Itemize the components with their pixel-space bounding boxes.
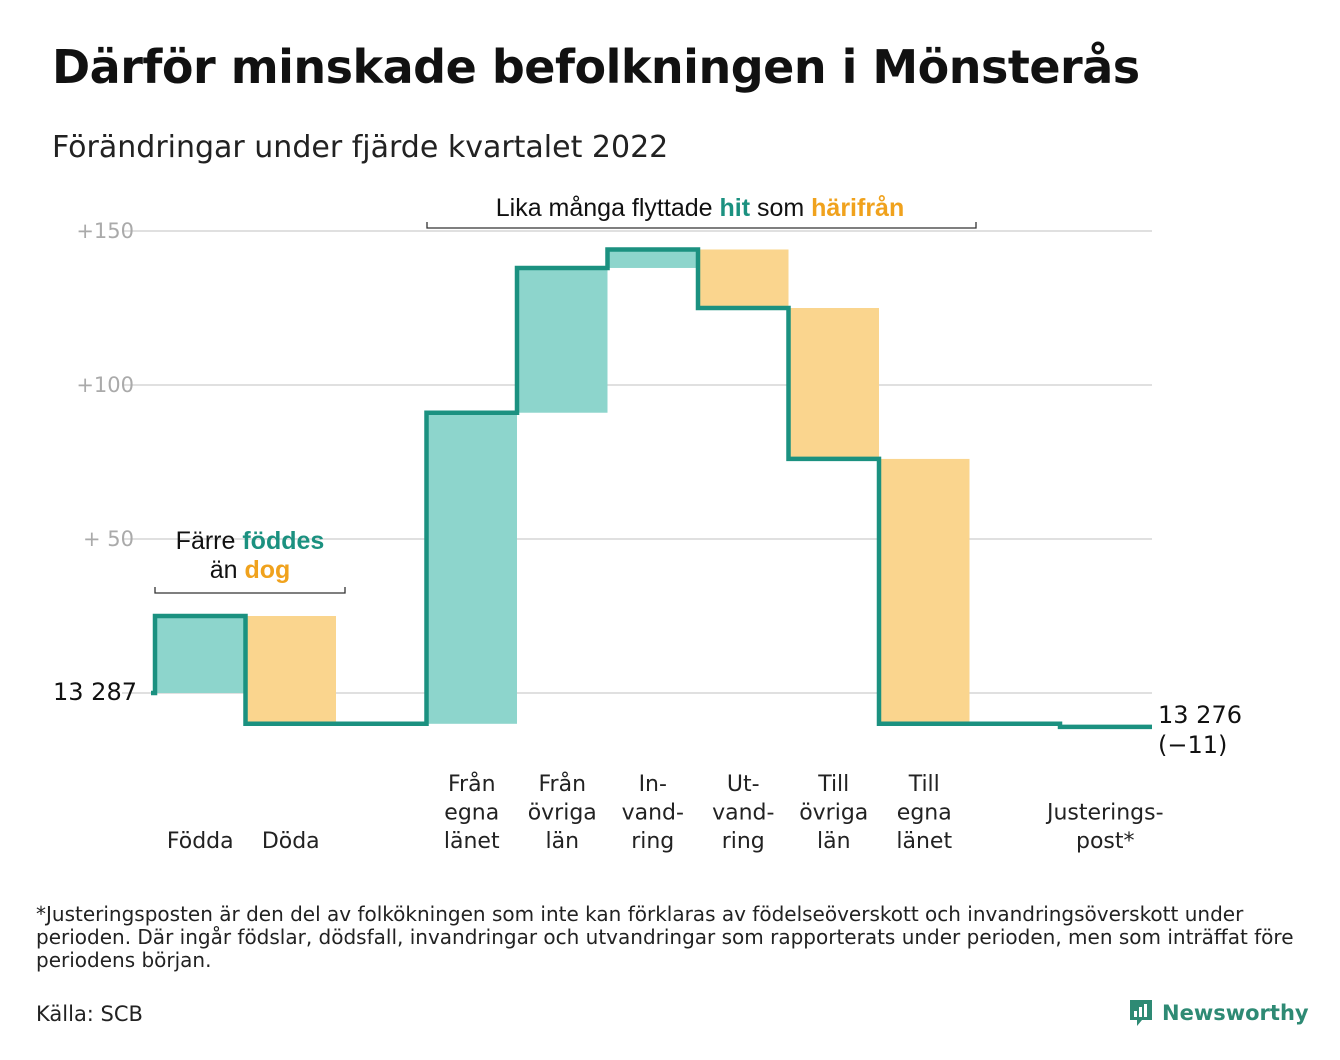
moves-bracket: [426, 222, 977, 229]
svg-text:än dog: än dog: [210, 556, 291, 584]
category-label: Till: [817, 772, 849, 797]
births-annotation: Färre föddes än dog: [154, 527, 346, 594]
moves-annotation: Lika många flyttade hit som härifrån: [426, 194, 977, 229]
line-layer: [151, 247, 1152, 730]
bar-4: [517, 267, 608, 413]
births-bracket: [154, 587, 346, 594]
births-line2-highlight: dog: [244, 556, 290, 584]
bar-5: [607, 249, 698, 268]
category-label: länet: [444, 829, 500, 854]
bar-1: [245, 616, 336, 724]
moves-highlight-hit: hit: [719, 194, 750, 222]
category-label: ring: [631, 829, 674, 854]
newsworthy-icon: [1130, 1000, 1152, 1026]
chart-subtitle: Förändringar under fjärde kvartalet 2022: [52, 130, 669, 165]
category-label: egna: [897, 801, 952, 826]
category-label: vand-: [712, 801, 774, 826]
category-label: vand-: [622, 801, 684, 826]
births-line2-prefix: än: [210, 556, 245, 584]
category-label: post*: [1076, 829, 1135, 854]
footnote: *Justeringsposten är den del av folkökni…: [36, 902, 1294, 972]
svg-text:Lika många flyttade hit som hä: Lika många flyttade hit som härifrån: [496, 194, 905, 222]
newsworthy-logo: Newsworthy: [1128, 998, 1309, 1028]
bar-layer: [155, 249, 970, 724]
category-label: Från: [538, 771, 586, 797]
births-line1-prefix: Färre: [176, 527, 243, 555]
start-label: 13 287: [53, 678, 137, 706]
category-label: Till: [908, 772, 940, 797]
end-label-value: 13 276: [1158, 701, 1242, 729]
category-label: In-: [639, 772, 667, 797]
category-label: Döda: [262, 829, 320, 854]
category-label: Från: [448, 771, 496, 797]
y-tick-label: +100: [76, 373, 134, 397]
bar-3: [426, 412, 517, 724]
category-label: länet: [896, 829, 952, 854]
category-label: övriga: [528, 801, 597, 826]
category-label: ring: [722, 829, 765, 854]
category-label: Ut-: [727, 772, 760, 797]
bar-6: [698, 249, 789, 308]
moves-mid: som: [750, 194, 811, 222]
category-label: Justerings-: [1045, 801, 1164, 826]
category-label: län: [817, 829, 851, 854]
moves-highlight-harifran: härifrån: [811, 194, 904, 222]
brand-name: Newsworthy: [1162, 1001, 1309, 1025]
waterfall-chart: +150 +100 + 50 Födda Döda Från egna länet Från ö…: [53, 194, 1242, 854]
bar-0: [155, 616, 246, 693]
source-label: Källa: SCB: [36, 1002, 143, 1026]
svg-text:Färre föddes: Färre föddes: [176, 527, 325, 555]
cumulative-step-line: [151, 247, 1152, 730]
chart-title: Därför minskade befolkningen i Mönsterås: [52, 40, 1140, 94]
category-label: egna: [444, 801, 499, 826]
category-label: Födda: [167, 829, 234, 854]
bar-7: [788, 308, 879, 459]
moves-prefix: Lika många flyttade: [496, 194, 720, 222]
births-line1-highlight: föddes: [242, 527, 324, 555]
category-label: län: [545, 829, 579, 854]
category-label: övriga: [799, 801, 868, 826]
bar-8: [879, 458, 970, 724]
y-tick-label: +150: [76, 219, 134, 243]
end-label-change: (−11): [1158, 731, 1227, 759]
label-layer: Födda Döda Från egna länet Från övriga län In-va…: [167, 771, 1164, 854]
y-tick-label: + 50: [83, 527, 134, 551]
